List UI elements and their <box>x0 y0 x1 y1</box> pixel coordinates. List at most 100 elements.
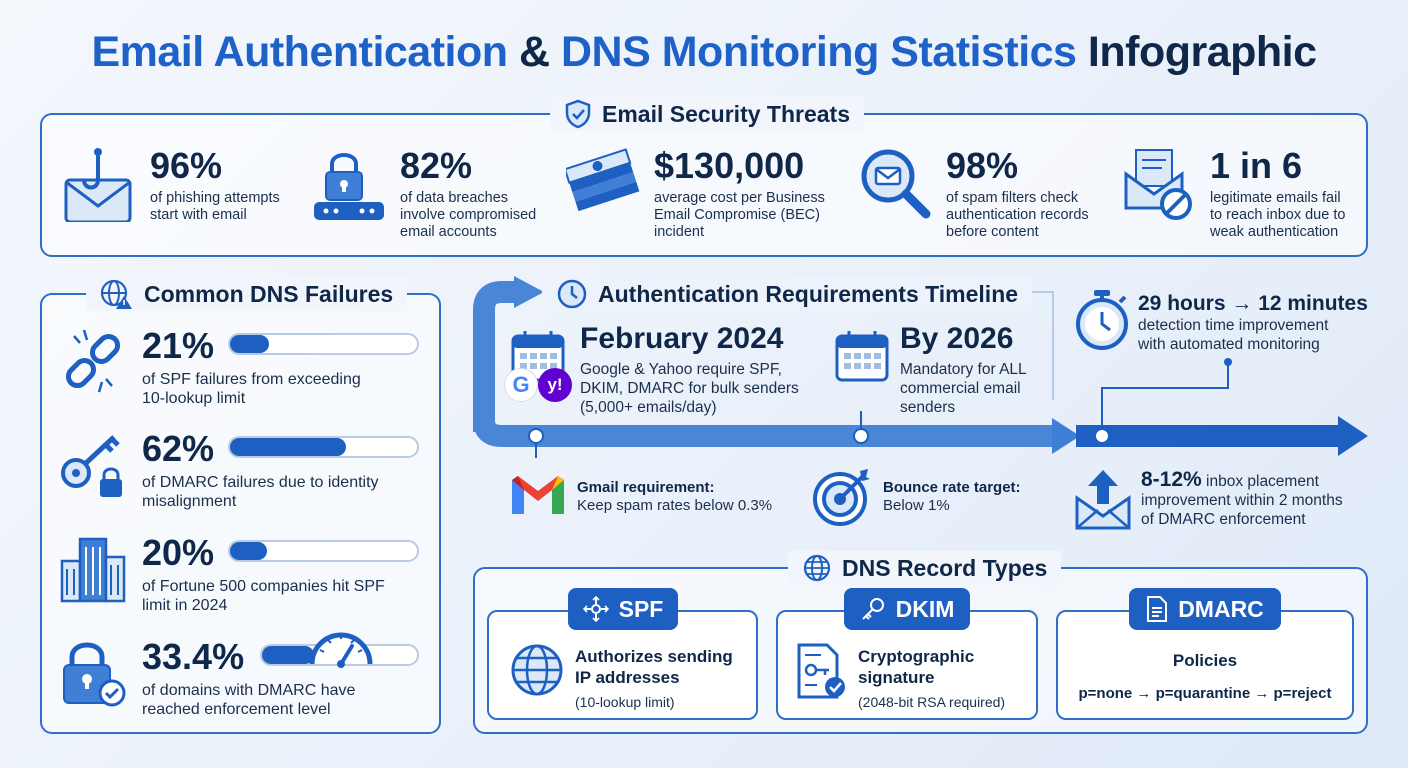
progress-bar <box>228 333 419 355</box>
threat-item: 96% of phishing attempts start with email <box>62 146 280 224</box>
progress-fill <box>230 335 270 353</box>
progress-bar <box>228 436 419 458</box>
document-icon <box>1147 596 1168 622</box>
threat-desc: involve compromised <box>400 207 537 223</box>
shield-icon <box>565 99 591 129</box>
spf-description: Authorizes sending IP addresses (10-look… <box>575 646 733 710</box>
inbox-placement-desc: inbox placement <box>1206 473 1319 490</box>
dkim-title: signature <box>858 668 935 687</box>
dmarc-policies: p=none → p=quarantine → p=reject <box>1078 685 1332 702</box>
dns-failure-desc: misalignment <box>142 493 237 510</box>
dns-failure-item: 21% of SPF failures from exceeding 10-loo… <box>58 326 361 408</box>
email-hook-icon <box>64 148 132 222</box>
globe-warning-icon <box>100 279 132 309</box>
spf-tag-label: SPF <box>618 595 664 622</box>
dkim-subtitle: (2048-bit RSA required) <box>858 694 1006 710</box>
dns-failure-item: 33.4% of domains with DMARC have reached … <box>58 637 355 719</box>
dns-failure-desc: reached enforcement level <box>142 701 331 718</box>
dns-failure-desc: of Fortune 500 companies hit SPF <box>142 578 385 595</box>
threat-item: 98% of spam filters check authentication … <box>858 146 1089 241</box>
title-part-2: DNS Monitoring Statistics <box>561 28 1077 76</box>
threat-item: 1 in 6 legitimate emails fail to reach in… <box>1122 146 1345 241</box>
broken-link-icon <box>65 329 121 393</box>
money-stack-icon <box>566 148 640 212</box>
threat-value: 1 in 6 <box>1210 145 1303 186</box>
globe-icon <box>803 554 831 582</box>
milestone-desc: (5,000+ emails/day) <box>580 399 717 416</box>
dkim-tag-label: DKIM <box>895 595 955 622</box>
dmarc-tag-label: DMARC <box>1178 595 1264 622</box>
timeline-heading: Authentication Requirements Timeline <box>542 277 1033 311</box>
progress-fill <box>230 542 268 560</box>
target-icon <box>813 469 870 526</box>
inbox-placement-value: 8-12% <box>1141 468 1202 491</box>
threat-value: 98% <box>946 145 1019 186</box>
title-amp: & <box>518 28 550 76</box>
gmail-requirement: Gmail requirement: Keep spam rates below… <box>577 479 772 515</box>
milestone-desc: commercial email <box>900 380 1021 397</box>
page-title: Email Authentication & DNS Monitoring St… <box>0 28 1408 77</box>
yahoo-logo-icon: y! <box>538 368 572 402</box>
milestone-desc: DKIM, DMARC for bulk senders <box>580 380 799 397</box>
timeline-arrows <box>473 276 1368 458</box>
dns-failure-item: 62% of DMARC failures due to identity mis… <box>58 429 379 511</box>
threat-item: $130,000 average cost per Business Email … <box>566 146 825 241</box>
threat-desc: of data breaches <box>400 190 509 206</box>
dns-failure-value: 33.4% <box>142 636 245 677</box>
dns-failure-value: 21% <box>142 325 215 366</box>
threat-item: 82% of data breaches involve compromised e… <box>312 146 536 241</box>
gauge-icon <box>309 632 373 668</box>
inbox-placement-desc: improvement within 2 months <box>1141 492 1343 509</box>
threat-desc: start with email <box>150 207 247 223</box>
dns-records-heading-text: DNS Record Types <box>842 554 1048 581</box>
dns-failure-desc: of SPF failures from exceeding <box>142 371 361 388</box>
milestone-date: February 2024 <box>580 322 784 355</box>
detection-time-desc: with automated monitoring <box>1138 336 1320 353</box>
spf-tag: SPF <box>568 588 678 630</box>
inbox-upload-icon <box>1075 470 1131 530</box>
threat-desc: before content <box>946 224 1039 240</box>
signed-document-icon <box>797 643 845 699</box>
dmarc-description: Policies p=none → p=quarantine → p=rejec… <box>1056 650 1354 702</box>
lock-check-icon <box>63 642 126 707</box>
dmarc-tag: DMARC <box>1129 588 1281 630</box>
threats-heading: Email Security Threats <box>550 97 864 131</box>
dns-failure-desc: of domains with DMARC have <box>142 682 356 699</box>
padlock-password-icon <box>314 153 384 220</box>
milestone-feb-2024: February 2024 Google & Yahoo require SPF… <box>580 322 799 417</box>
dns-failure-value: 62% <box>142 428 215 469</box>
threat-desc: authentication records <box>946 207 1089 223</box>
detection-time: 29 hours → 12 minutes detection time imp… <box>1138 292 1368 354</box>
milestone-desc: Google & Yahoo require SPF, <box>580 361 782 378</box>
threat-desc: average cost per Business <box>654 190 825 206</box>
detection-time-desc: detection time improvement <box>1138 317 1329 334</box>
bounce-rate-text: Below 1% <box>883 497 950 514</box>
dns-failures-heading-text: Common DNS Failures <box>144 280 394 307</box>
inbox-placement-desc: of DMARC enforcement <box>1141 511 1306 528</box>
blocked-email-icon <box>1124 149 1192 220</box>
dns-failure-value: 20% <box>142 532 215 573</box>
spf-title: IP addresses <box>575 668 680 687</box>
dns-records-heading: DNS Record Types <box>788 551 1062 585</box>
dns-failure-desc: of DMARC failures due to identity <box>142 474 379 491</box>
threat-desc: weak authentication <box>1210 224 1339 240</box>
dkim-description: Cryptographic signature (2048-bit RSA re… <box>858 646 1005 710</box>
threat-desc: of phishing attempts <box>150 190 280 206</box>
title-part-1: Email Authentication <box>91 28 508 76</box>
timeline-heading-text: Authentication Requirements Timeline <box>598 280 1019 307</box>
threat-desc: legitimate emails fail <box>1210 190 1341 206</box>
threats-heading-text: Email Security Threats <box>602 100 850 127</box>
network-icon <box>582 596 609 622</box>
dns-failure-desc: 10-lookup limit <box>142 390 246 407</box>
gmail-logo-icon <box>512 476 564 514</box>
google-logo-icon: G <box>504 368 538 402</box>
bounce-rate-target: Bounce rate target: Below 1% <box>883 479 1021 515</box>
milestone-desc: Mandatory for ALL <box>900 361 1027 378</box>
threat-desc: of spam filters check <box>946 190 1079 206</box>
milestone-2026: By 2026 Mandatory for ALL commercial ema… <box>900 322 1027 417</box>
threat-value: 96% <box>150 145 223 186</box>
progress-fill <box>230 438 346 456</box>
threat-desc: email accounts <box>400 224 497 240</box>
inbox-placement: 8-12% inbox placement improvement within… <box>1141 468 1343 529</box>
title-part-3: Infographic <box>1087 28 1317 76</box>
